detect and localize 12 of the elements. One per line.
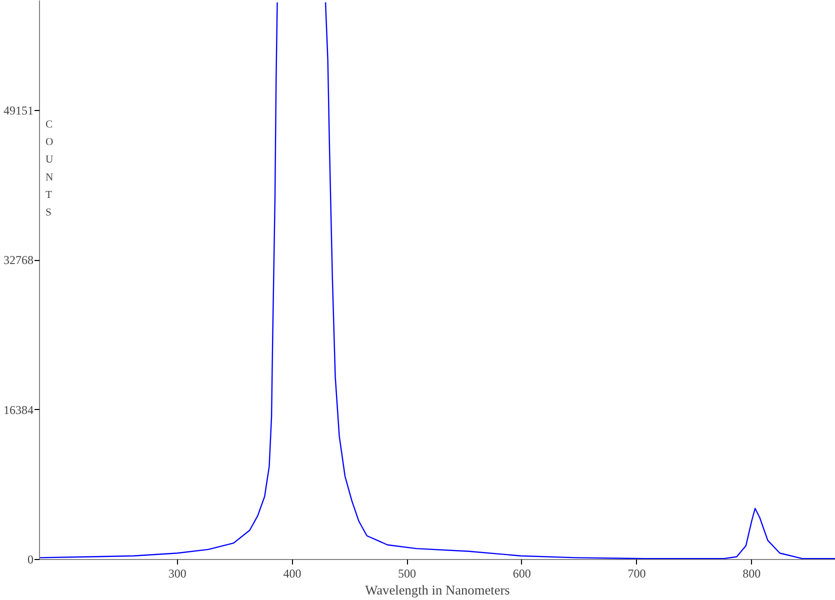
x-tick-label: 500 — [398, 566, 416, 580]
x-tick-label: 400 — [283, 566, 302, 580]
y-tick-label: 32768 — [4, 253, 34, 268]
y-tick-label: 0 — [28, 552, 34, 566]
y-tick-label: 49151 — [4, 104, 34, 118]
y-axis-title: COUNTS — [46, 120, 54, 218]
x-tick-label: 700 — [628, 566, 646, 580]
y-tick-label: 16384 — [4, 402, 34, 417]
x-tick-label: 600 — [512, 566, 531, 580]
x-axis-title: Wavelength in Nanometers — [365, 582, 510, 598]
x-tick-label: 800 — [742, 566, 761, 580]
x-tick-label: 300 — [168, 566, 186, 580]
